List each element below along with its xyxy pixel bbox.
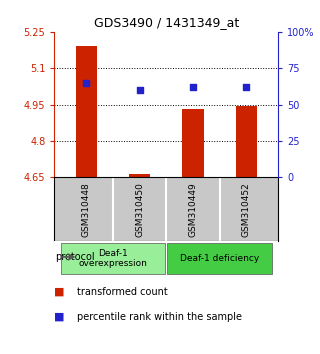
Point [137,87,142,93]
Bar [76,46,97,177]
Text: GSM310448: GSM310448 [82,182,91,236]
Text: ■: ■ [54,287,65,297]
Bar [182,109,204,177]
Text: protocol: protocol [55,252,95,262]
Text: percentile rank within the sample: percentile rank within the sample [77,312,242,321]
Text: GSM310449: GSM310449 [188,182,197,236]
Text: GSM310452: GSM310452 [242,182,251,236]
FancyBboxPatch shape [61,243,165,274]
Text: GSM310450: GSM310450 [135,182,144,237]
Text: transformed count: transformed count [77,287,168,297]
Text: Deaf-1
overexpression: Deaf-1 overexpression [79,249,148,268]
Bar [129,174,150,177]
Bar [236,106,257,177]
FancyBboxPatch shape [167,243,272,274]
Point [244,84,249,90]
Point [84,80,89,86]
Text: ■: ■ [54,312,65,321]
Title: GDS3490 / 1431349_at: GDS3490 / 1431349_at [94,16,239,29]
Text: Deaf-1 deficiency: Deaf-1 deficiency [180,254,259,263]
Point [190,84,196,90]
